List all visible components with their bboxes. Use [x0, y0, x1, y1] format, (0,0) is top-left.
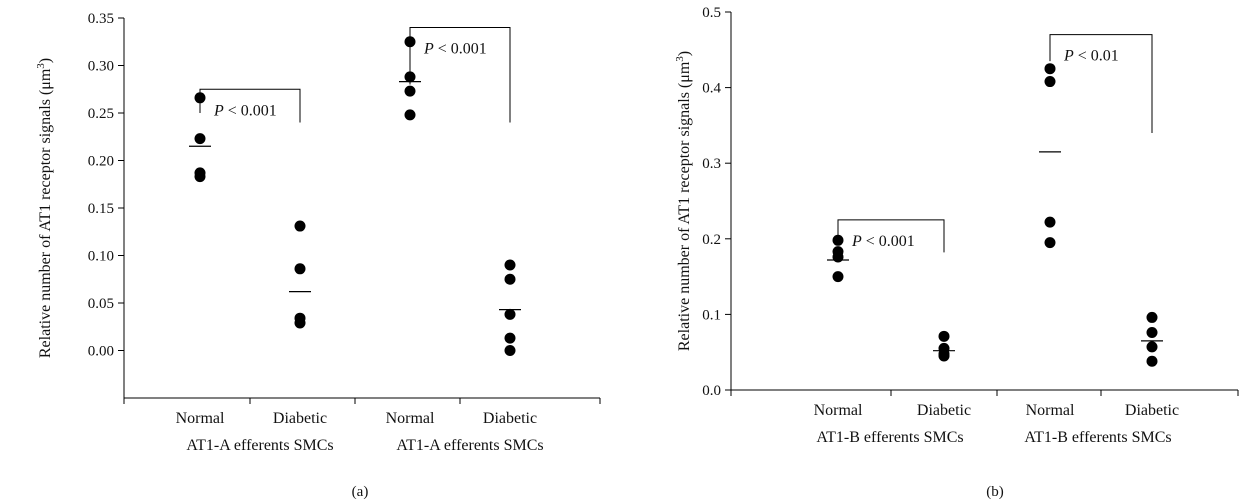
significance-label: P < 0.01: [1063, 48, 1119, 65]
data-point: [504, 332, 516, 344]
p-value: < 0.001: [434, 41, 487, 58]
group-label: AT1-B efferents SMCs: [816, 429, 963, 446]
panel-label: (b): [986, 484, 1004, 500]
group-label: AT1-A efferents SMCs: [186, 437, 333, 454]
data-point: [504, 345, 516, 356]
y-tick-label: 0.20: [88, 154, 114, 170]
y-tick-label: 0.0: [702, 383, 721, 399]
panel-label: (a): [352, 484, 369, 500]
y-axis-label: Relative number of AT1 receptor signals …: [35, 58, 54, 358]
y-axis-label-text: Relative number of AT1 receptor signals …: [676, 61, 693, 351]
y-tick-label: 0.1: [702, 307, 721, 323]
data-point: [1146, 311, 1158, 323]
group-label: AT1-A efferents SMCs: [396, 437, 543, 454]
y-axis-label: Relative number of AT1 receptor signals …: [674, 51, 693, 351]
x-category-label: Diabetic: [273, 410, 327, 427]
data-point: [832, 251, 844, 263]
p-symbol: P: [423, 41, 434, 58]
data-point: [194, 133, 206, 145]
x-category-label: Diabetic: [917, 402, 971, 419]
data-point: [1044, 216, 1056, 228]
y-tick-label: 0.15: [88, 201, 114, 217]
y-tick-label: 0.3: [702, 156, 721, 172]
significance-bracket: [199, 88, 301, 123]
y-tick-label: 0.2: [702, 232, 721, 248]
y-tick-label: 0.5: [702, 5, 721, 21]
y-axis-label-close: ): [676, 51, 693, 56]
data-point: [294, 220, 306, 232]
data-point: [504, 259, 516, 271]
data-point: [504, 273, 516, 285]
y-axis-label-sup: 3: [35, 63, 47, 69]
data-point: [1044, 76, 1056, 88]
data-point: [1146, 327, 1158, 339]
y-tick-label: 0.05: [88, 296, 114, 312]
data-point: [404, 109, 416, 121]
data-point: [194, 171, 206, 183]
y-tick-label: 0.4: [702, 81, 721, 97]
y-tick-label: 0.25: [88, 106, 114, 122]
significance-label: P < 0.001: [851, 233, 915, 250]
significance-bracket: [837, 219, 945, 253]
data-point: [1146, 355, 1158, 367]
y-tick-label: 0.00: [88, 344, 114, 360]
significance-bracket: [1049, 34, 1153, 133]
y-tick-label: 0.10: [88, 249, 114, 265]
data-point: [1044, 63, 1056, 75]
data-point: [832, 234, 844, 246]
x-category-label: Normal: [386, 410, 435, 427]
p-symbol: P: [851, 233, 862, 250]
data-point: [938, 330, 950, 342]
data-point: [504, 308, 516, 320]
p-value: < 0.01: [1074, 48, 1119, 65]
data-point: [1146, 341, 1158, 353]
y-axis-label-close: ): [37, 58, 54, 63]
data-point: [294, 263, 306, 275]
p-value: < 0.001: [862, 233, 915, 250]
data-point: [832, 271, 844, 283]
y-tick-label: 0.30: [88, 59, 114, 75]
data-point: [938, 350, 950, 362]
p-symbol: P: [1063, 48, 1074, 65]
data-point: [404, 85, 416, 97]
y-axis-label-sup: 3: [674, 56, 686, 62]
x-category-label: Normal: [176, 410, 225, 427]
significance-label: P < 0.001: [213, 102, 277, 119]
x-category-label: Normal: [814, 402, 863, 419]
significance-label: P < 0.001: [423, 41, 487, 58]
data-point: [1044, 237, 1056, 249]
group-label: AT1-B efferents SMCs: [1024, 429, 1171, 446]
p-value: < 0.001: [224, 102, 277, 119]
x-category-label: Diabetic: [483, 410, 537, 427]
p-symbol: P: [213, 102, 224, 119]
significance-bracket: [409, 27, 511, 123]
x-category-label: Diabetic: [1125, 402, 1179, 419]
y-tick-label: 0.35: [88, 11, 114, 27]
data-point: [294, 317, 306, 329]
y-axis-label-text: Relative number of AT1 receptor signals …: [37, 68, 54, 358]
x-category-label: Normal: [1026, 402, 1075, 419]
